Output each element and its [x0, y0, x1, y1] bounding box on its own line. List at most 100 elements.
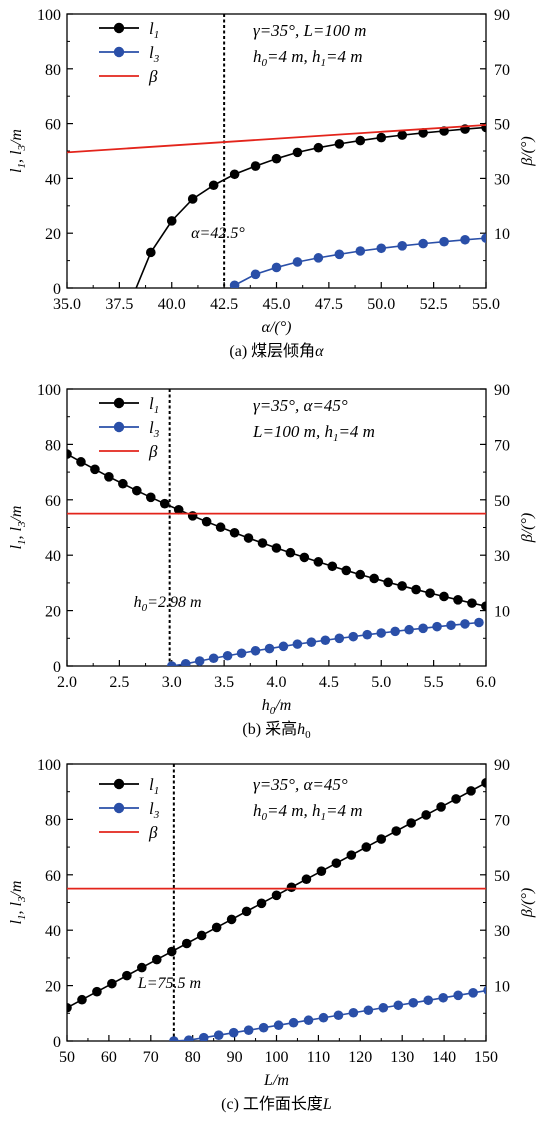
- series-l1-point: [397, 130, 408, 140]
- y-tick-label-left: 0: [53, 659, 61, 676]
- y-tick-label-right: 90: [494, 7, 510, 24]
- x-tick-label: 150: [474, 1049, 498, 1066]
- series-l3-line: [173, 989, 486, 1041]
- series-l1-point: [229, 169, 240, 180]
- series-l3-point: [194, 656, 205, 666]
- panel-caption: (a) 煤层倾角α: [229, 342, 324, 360]
- series-l3-point: [236, 648, 247, 659]
- series-l1-point: [299, 552, 310, 563]
- series-l3-point: [184, 1035, 194, 1041]
- series-l3-point: [348, 1007, 359, 1018]
- y-tick-label-right: 30: [494, 923, 510, 940]
- series-l1-point: [313, 142, 324, 153]
- legend-label-l1: l1​: [149, 775, 159, 797]
- legend-label-l3: l3​: [149, 43, 160, 65]
- series-l1-line: [135, 126, 486, 288]
- series-l1-point: [286, 882, 297, 893]
- series-l3-point: [432, 621, 442, 632]
- series-l3-point: [320, 635, 331, 646]
- series-l1-point: [467, 598, 477, 608]
- data-layer: [67, 764, 486, 1041]
- panel-caption: (b) 采高h0: [242, 720, 311, 741]
- series-l1-point: [331, 858, 342, 868]
- series-l1-point: [77, 994, 87, 1005]
- series-l3-point: [166, 661, 177, 666]
- y-tick-label-left: 40: [45, 171, 61, 188]
- panel-caption: (c) 工作面长度L: [221, 1095, 332, 1113]
- series-l1-point: [104, 472, 114, 482]
- series-l1-point: [151, 954, 162, 965]
- x-tick-label: 4.5: [319, 674, 339, 691]
- y-tick-label-right: 10: [494, 604, 510, 621]
- series-l3-point: [460, 234, 470, 245]
- x-tick-label: 35.0: [53, 296, 81, 313]
- x-axis-label: h0​/m: [262, 697, 292, 717]
- series-l3-point: [474, 617, 484, 628]
- x-tick-label: 4.0: [267, 674, 287, 691]
- series-l1-point: [166, 216, 177, 226]
- param-text: L=100 m, h1​=4 m: [252, 422, 375, 444]
- y-tick-label-left: 100: [37, 382, 61, 399]
- series-l1-point: [122, 970, 132, 981]
- x-tick-label: 45.0: [263, 296, 291, 313]
- series-l1-point: [250, 161, 261, 171]
- y-tick-label-left: 100: [37, 7, 61, 24]
- series-l1-point: [215, 522, 226, 533]
- series-l3-point: [222, 650, 233, 661]
- series-l1-point: [421, 810, 431, 820]
- y-axis-label-left: l1​, l3​/m: [8, 129, 28, 173]
- x-tick-label: 2.0: [57, 674, 77, 691]
- series-l3-point: [198, 1032, 209, 1041]
- series-l1-point: [376, 132, 387, 143]
- y-tick-label-right: 30: [494, 171, 510, 188]
- series-l1-point: [316, 866, 327, 876]
- series-l1-point: [137, 962, 147, 973]
- x-tick-label: 50.0: [367, 296, 395, 313]
- series-l1-point: [355, 135, 366, 146]
- series-l3-point: [446, 620, 456, 631]
- series-l3-point: [250, 269, 261, 280]
- y-tick-label-right: 90: [494, 757, 510, 774]
- series-l3-point: [243, 1025, 254, 1035]
- x-tick-label: 5.0: [371, 674, 391, 691]
- series-l1-point: [327, 561, 338, 572]
- series-l1-point: [132, 485, 142, 496]
- series-l3-point: [439, 236, 449, 247]
- series-l3-point: [418, 238, 428, 249]
- threshold-label: α=42.5°: [191, 225, 245, 242]
- series-l1-point: [271, 543, 282, 553]
- series-l3-point: [362, 629, 373, 640]
- series-l1-point: [241, 906, 252, 917]
- series-l3-point: [318, 1012, 329, 1023]
- y-tick-label-left: 40: [45, 548, 61, 565]
- y-tick-label-left: 60: [45, 493, 61, 510]
- x-tick-label: 110: [307, 1049, 330, 1066]
- series-l1-point: [292, 147, 303, 158]
- y-tick-label-right: 50: [494, 493, 510, 510]
- series-l3-point: [292, 639, 303, 649]
- series-l1-point: [376, 834, 387, 844]
- series-l1-point: [173, 504, 184, 515]
- series-l1-point: [226, 914, 237, 925]
- series-l3-point: [393, 1000, 404, 1011]
- x-tick-label: 52.5: [420, 296, 448, 313]
- y-tick-label-left: 60: [45, 868, 61, 885]
- series-l3-point: [390, 626, 400, 637]
- y-tick-label-right: 50: [494, 117, 510, 134]
- series-l1-point: [211, 922, 222, 933]
- series-l1-point: [118, 478, 128, 489]
- series-l3-point: [313, 253, 324, 263]
- x-tick-label: 40.0: [158, 296, 186, 313]
- x-tick-label: 80: [185, 1049, 201, 1066]
- series-l1-point: [439, 591, 449, 602]
- data-layer: [67, 14, 486, 288]
- legend-marker-l1: [113, 778, 125, 790]
- series-l3-point: [453, 990, 463, 1001]
- y-tick-label-right: 10: [494, 979, 510, 996]
- series-l3-point: [438, 992, 448, 1003]
- series-l1-point: [369, 573, 379, 584]
- series-l3-point: [333, 1010, 344, 1021]
- legend-label-l1: l1​: [149, 394, 159, 416]
- x-tick-label: 60: [101, 1049, 117, 1066]
- x-tick-label: 6.0: [476, 674, 496, 691]
